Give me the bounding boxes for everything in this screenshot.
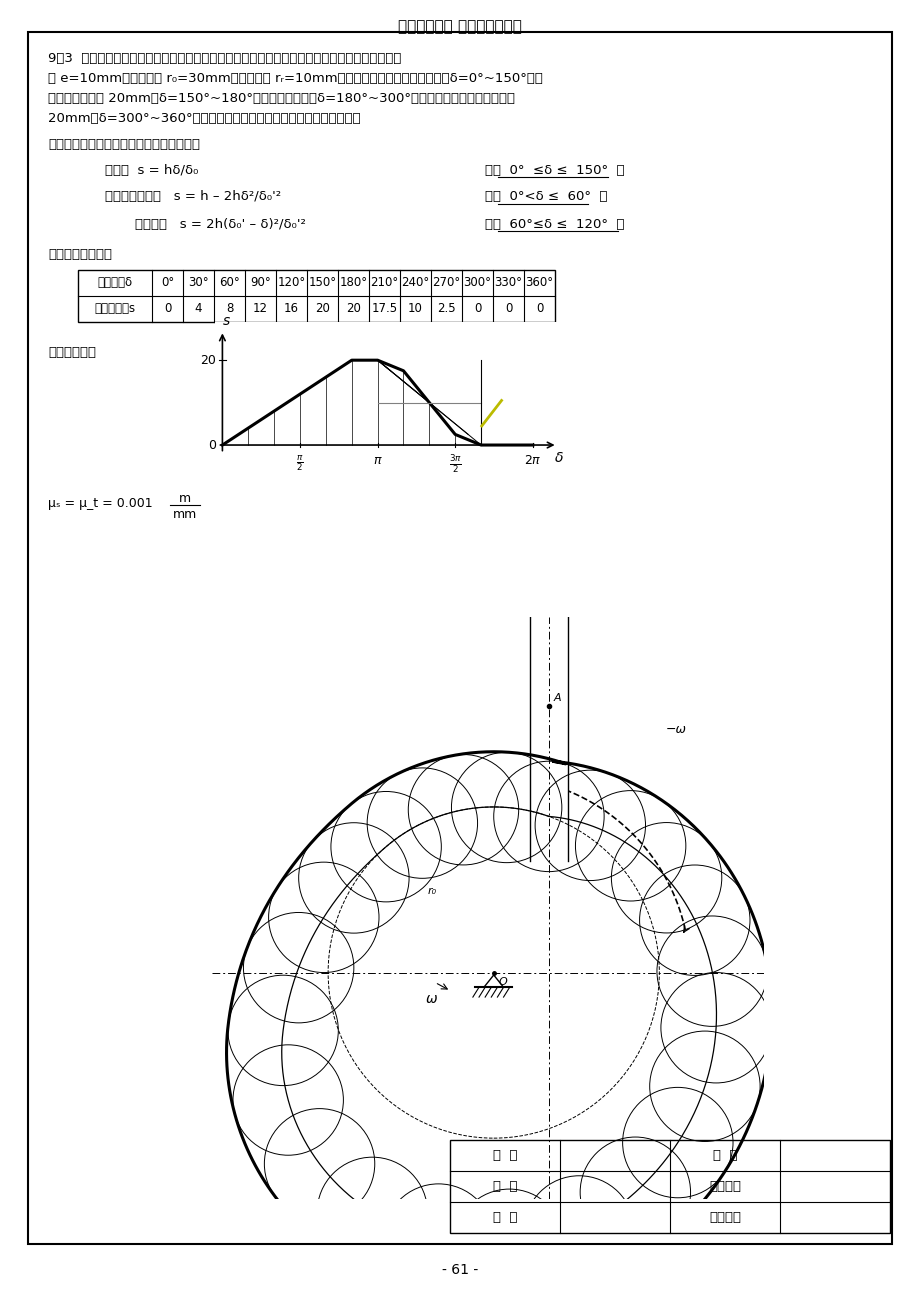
Text: 姓  名: 姓 名	[493, 1180, 516, 1193]
Text: ，（  0°  ≤δ ≤  150°  ）: ，（ 0° ≤δ ≤ 150° ）	[484, 164, 624, 177]
Text: 0°: 0°	[161, 276, 174, 289]
Text: 成  绩: 成 绩	[712, 1148, 736, 1161]
Text: 330°: 330°	[494, 276, 522, 289]
Text: 从动件等速上升 20mm，δ=150°~180°时，从动件远休，δ=180°~300°时，从动件等加速等减速下降: 从动件等速上升 20mm，δ=150°~180°时，从动件远休，δ=180°~3…	[48, 92, 515, 105]
Text: 30°: 30°	[188, 276, 209, 289]
Text: 240°: 240°	[401, 276, 429, 289]
Text: 推程：  s = hδ/δ₀: 推程： s = hδ/δ₀	[105, 164, 199, 177]
Text: s: s	[222, 314, 230, 328]
Text: m: m	[178, 491, 191, 504]
Text: 20mm，δ=300°~360°时，从动件近休。（求位移，计算、作图均可）: 20mm，δ=300°~360°时，从动件近休。（求位移，计算、作图均可）	[48, 112, 360, 125]
Text: 回程：等加速段   s = h – 2hδ²/δ₀'²: 回程：等加速段 s = h – 2hδ²/δ₀'²	[105, 190, 281, 203]
Text: 12: 12	[253, 302, 267, 315]
Text: 2.5: 2.5	[437, 302, 455, 315]
Text: A: A	[553, 693, 561, 703]
Text: ω: ω	[425, 992, 437, 1006]
Text: 20: 20	[346, 302, 360, 315]
Text: 解：从动件在推程段和回程段位移方程为：: 解：从动件在推程段和回程段位移方程为：	[48, 138, 199, 151]
Text: 60°: 60°	[219, 276, 240, 289]
Text: mm: mm	[173, 508, 197, 521]
Text: 班  级: 班 级	[493, 1148, 516, 1161]
Text: 300°: 300°	[463, 276, 491, 289]
Text: 任课教师: 任课教师	[709, 1180, 740, 1193]
Text: 等减速段   s = 2h(δ₀' – δ)²/δ₀'²: 等减速段 s = 2h(δ₀' – δ)²/δ₀'²	[135, 217, 305, 230]
Text: 120°: 120°	[277, 276, 305, 289]
Text: $\frac{3\pi}{2}$: $\frac{3\pi}{2}$	[448, 453, 461, 475]
Text: 0: 0	[535, 302, 542, 315]
Text: 各点位移值如下：: 各点位移值如下：	[48, 247, 112, 260]
Text: 批改日期: 批改日期	[709, 1211, 740, 1224]
Text: 180°: 180°	[339, 276, 368, 289]
Text: 210°: 210°	[370, 276, 398, 289]
Text: ，（  60°≤δ ≤  120°  ）: ，（ 60°≤δ ≤ 120° ）	[484, 217, 624, 230]
Text: 270°: 270°	[432, 276, 460, 289]
Text: 20: 20	[200, 354, 216, 367]
Bar	[78, 270, 554, 322]
Text: $\pi$: $\pi$	[372, 453, 382, 466]
Text: $\frac{\pi}{2}$: $\frac{\pi}{2}$	[296, 453, 303, 473]
Text: 90°: 90°	[250, 276, 270, 289]
Text: 10: 10	[408, 302, 423, 315]
Text: 17.5: 17.5	[371, 302, 397, 315]
Bar	[526, 530, 572, 552]
Text: δ: δ	[554, 452, 562, 465]
Text: 0: 0	[505, 302, 512, 315]
Text: μₛ = μ_t = 0.001: μₛ = μ_t = 0.001	[48, 497, 153, 510]
Text: 从动件位移s: 从动件位移s	[95, 302, 135, 315]
Text: 或位移曲线图: 或位移曲线图	[48, 345, 96, 358]
Text: 360°: 360°	[525, 276, 553, 289]
Text: 4: 4	[195, 302, 202, 315]
Text: ，（  0°<δ ≤  60°  ）: ，（ 0°<δ ≤ 60° ）	[484, 190, 607, 203]
Text: 20: 20	[314, 302, 330, 315]
Text: $2\pi$: $2\pi$	[524, 453, 541, 466]
Text: r₀: r₀	[427, 887, 437, 897]
Text: 距 e=10mm，基圆半径 r₀=30mm，滚子半径 rᵣ=10mm。从动件运动规律为：凸轮转角δ=0°~150°时，: 距 e=10mm，基圆半径 r₀=30mm，滚子半径 rᵣ=10mm。从动件运动…	[48, 73, 542, 86]
Text: 凸轮转角δ: 凸轮转角δ	[97, 276, 132, 289]
Text: 河南科技大学 机械原理作业集: 河南科技大学 机械原理作业集	[398, 20, 521, 34]
Text: 9－3  试用图解法设计一偏置直动滚子从动件盘形凸轮机构。已知凸轮以等角速度逆时针回转，偏: 9－3 试用图解法设计一偏置直动滚子从动件盘形凸轮机构。已知凸轮以等角速度逆时针…	[48, 52, 401, 65]
Text: 8: 8	[225, 302, 233, 315]
Text: −ω: −ω	[664, 724, 686, 737]
Text: 0: 0	[164, 302, 171, 315]
Text: - 61 -: - 61 -	[441, 1263, 478, 1277]
Bar	[449, 1141, 889, 1233]
Text: 0: 0	[473, 302, 481, 315]
Text: 150°: 150°	[308, 276, 336, 289]
Text: 学  号: 学 号	[493, 1211, 516, 1224]
Text: 0: 0	[209, 439, 216, 452]
Text: 16: 16	[284, 302, 299, 315]
Text: O: O	[498, 976, 507, 987]
